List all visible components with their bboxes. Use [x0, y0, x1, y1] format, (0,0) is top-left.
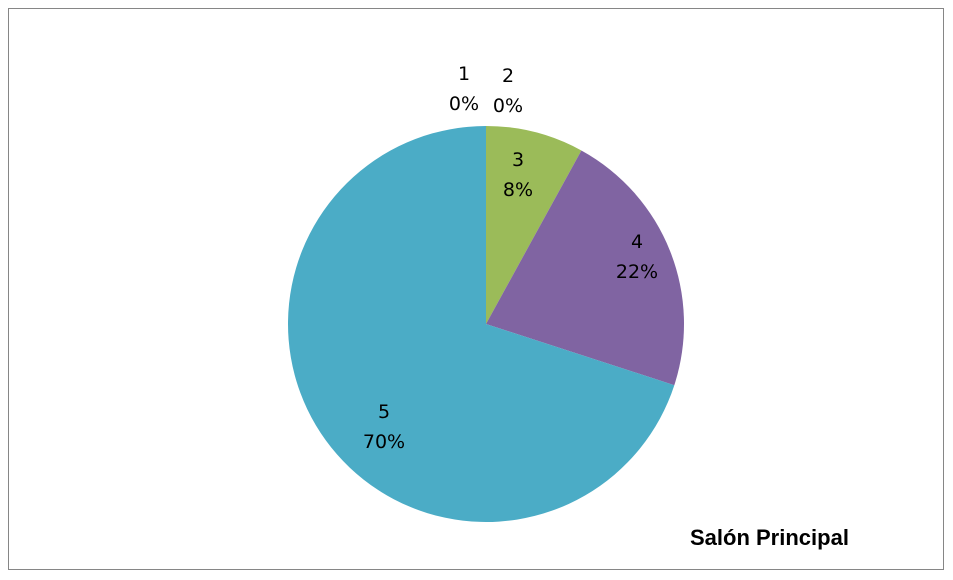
data-label-percent-4: 22%: [616, 261, 658, 283]
pie-slice-5: [288, 125, 675, 522]
pie-data-labels: 1 0% 2 0% 3 8% 4 22% 5 70%: [363, 63, 658, 453]
data-label-percent-3: 8%: [503, 179, 533, 201]
data-label-percent-5: 70%: [363, 431, 405, 453]
data-label-percent-2: 0%: [493, 95, 523, 117]
pie-slices: [288, 125, 685, 522]
data-label-category-1: 1: [458, 63, 470, 85]
data-label-category-5: 5: [378, 401, 390, 423]
data-label-category-3: 3: [512, 149, 524, 171]
pie-slice-4: [486, 150, 685, 386]
pie-slice-3: [486, 126, 582, 324]
data-label-category-4: 4: [631, 231, 643, 253]
data-label-percent-1: 0%: [449, 93, 479, 115]
data-label-category-2: 2: [502, 65, 514, 87]
chart-title: Salón Principal: [690, 525, 849, 550]
